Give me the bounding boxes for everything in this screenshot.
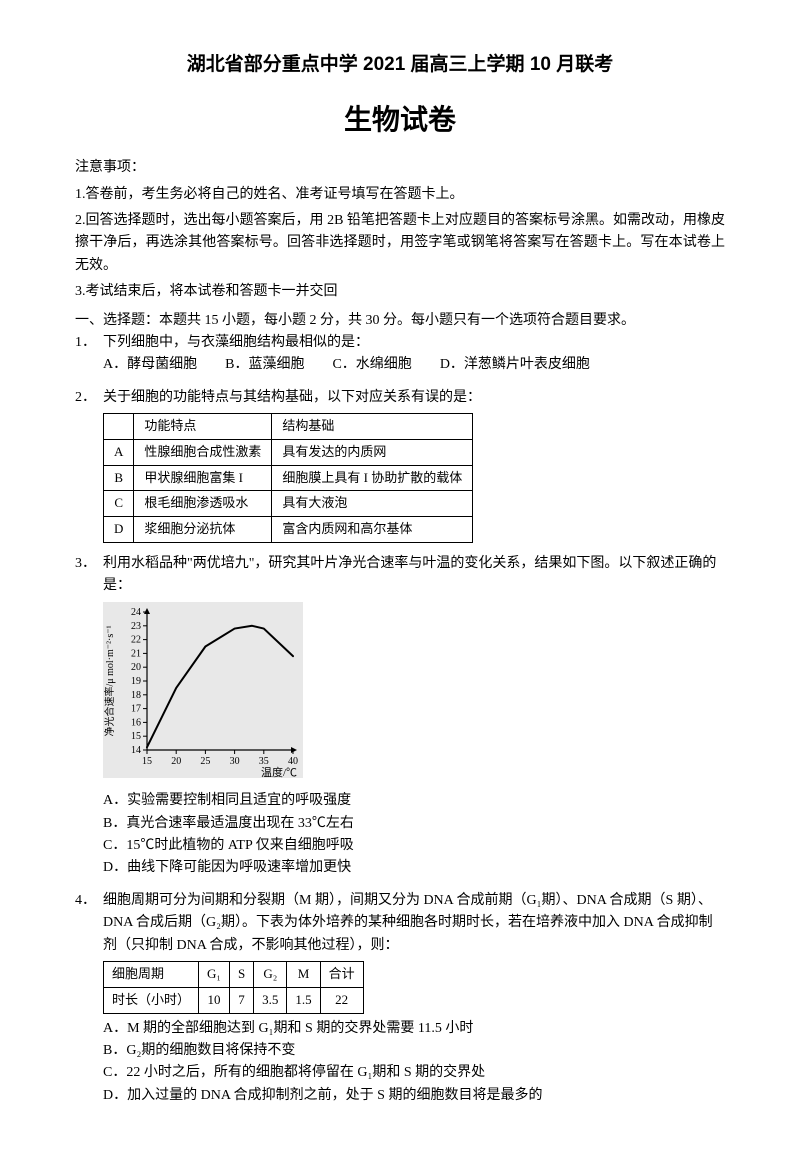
svg-text:15: 15 bbox=[142, 756, 152, 767]
q2-r1-k: B bbox=[104, 465, 134, 491]
table-row: 功能特点 结构基础 bbox=[104, 414, 473, 440]
q2-r3-k: D bbox=[104, 517, 134, 543]
q4-h2: S bbox=[229, 961, 253, 987]
table-row: 时长（小时） 10 7 3.5 1.5 22 bbox=[104, 987, 364, 1013]
svg-text:20: 20 bbox=[171, 756, 181, 767]
q3-opt-d: D．曲线下降可能因为呼吸速率增加更快 bbox=[103, 857, 725, 879]
table-row: C 根毛细胞渗透吸水 具有大液泡 bbox=[104, 491, 473, 517]
svg-text:22: 22 bbox=[131, 634, 141, 645]
q3-num: 3． bbox=[75, 553, 103, 598]
table-row: 细胞周期 G₁ S G₂ M 合计 bbox=[104, 961, 364, 987]
q4-r1: 10 bbox=[199, 987, 230, 1013]
svg-text:20: 20 bbox=[131, 662, 141, 673]
table-row: D 浆细胞分泌抗体 富含内质网和高尔基体 bbox=[104, 517, 473, 543]
svg-text:24: 24 bbox=[131, 607, 141, 618]
q4-num: 4． bbox=[75, 890, 103, 957]
q2-r2-c1: 根毛细胞渗透吸水 bbox=[134, 491, 272, 517]
q3-opt-b: B．真光合速率最适温度出现在 33℃左右 bbox=[103, 813, 725, 835]
table-row: B 甲状腺细胞富集 I 细胞膜上具有 I 协助扩散的载体 bbox=[104, 465, 473, 491]
q2-text: 关于细胞的功能特点与其结构基础，以下对应关系有误的是： bbox=[103, 387, 725, 409]
notice-2: 2.回答选择题时，选出每小题答案后，用 2B 铅笔把答题卡上对应题目的答案标号涂… bbox=[75, 210, 725, 277]
svg-text:温度/℃: 温度/℃ bbox=[261, 765, 297, 778]
q2-r2-k: C bbox=[104, 491, 134, 517]
svg-text:19: 19 bbox=[131, 676, 141, 687]
svg-text:净光合速率/μ mol·m⁻²·s⁻¹: 净光合速率/μ mol·m⁻²·s⁻¹ bbox=[103, 625, 116, 736]
q1-opt-c: C．水绵细胞 bbox=[332, 354, 411, 376]
svg-text:30: 30 bbox=[230, 756, 240, 767]
svg-text:16: 16 bbox=[131, 717, 141, 728]
q3-chart: 1415161718192021222324152025303540温度/℃净光… bbox=[103, 602, 725, 786]
q2-h-col2: 结构基础 bbox=[272, 414, 473, 440]
title-main: 湖北省部分重点中学 2021 届高三上学期 10 月联考 bbox=[75, 50, 725, 80]
q4-opt-c: C．22 小时之后，所有的细胞都将停留在 G₁期和 S 期的交界处 bbox=[103, 1062, 725, 1084]
q3-opt-a: A．实验需要控制相同且适宜的呼吸强度 bbox=[103, 790, 725, 812]
svg-text:23: 23 bbox=[131, 621, 141, 632]
q4-h4: M bbox=[287, 961, 320, 987]
notice-label: 注意事项： bbox=[75, 157, 725, 179]
q4-r4: 1.5 bbox=[287, 987, 320, 1013]
table-row: A 性腺细胞合成性激素 具有发达的内质网 bbox=[104, 439, 473, 465]
svg-text:25: 25 bbox=[200, 756, 210, 767]
: B．G₂期的细胞数目将保持不变 bbox=[103, 1040, 725, 1062]
svg-text:21: 21 bbox=[131, 648, 141, 659]
chart-svg: 1415161718192021222324152025303540温度/℃净光… bbox=[103, 602, 303, 778]
q2-r0-c2: 具有发达的内质网 bbox=[272, 439, 473, 465]
q4-h3: G₂ bbox=[254, 961, 287, 987]
svg-text:18: 18 bbox=[131, 690, 141, 701]
svg-text:35: 35 bbox=[259, 756, 269, 767]
q4-r5: 22 bbox=[320, 987, 363, 1013]
q2-r3-c2: 富含内质网和高尔基体 bbox=[272, 517, 473, 543]
q2-num: 2． bbox=[75, 387, 103, 409]
title-sub: 生物试卷 bbox=[75, 98, 725, 143]
q2-r1-c2: 细胞膜上具有 I 协助扩散的载体 bbox=[272, 465, 473, 491]
q4-h5: 合计 bbox=[320, 961, 363, 987]
notice-1: 1.答卷前，考生务必将自己的姓名、准考证号填写在答题卡上。 bbox=[75, 184, 725, 206]
section-title: 一、选择题：本题共 15 小题，每小题 2 分，共 30 分。每小题只有一个选项… bbox=[75, 310, 725, 332]
svg-text:17: 17 bbox=[131, 703, 141, 714]
q1-opt-a: A．酵母菌细胞 bbox=[103, 354, 197, 376]
q3-opt-c: C．15℃时此植物的 ATP 仅来自细胞呼吸 bbox=[103, 835, 725, 857]
q4-r2: 7 bbox=[229, 987, 253, 1013]
q4-r3: 3.5 bbox=[254, 987, 287, 1013]
q3-text: 利用水稻品种"两优培九"，研究其叶片净光合速率与叶温的变化关系，结果如下图。以下… bbox=[103, 553, 725, 598]
question-3: 3． 利用水稻品种"两优培九"，研究其叶片净光合速率与叶温的变化关系，结果如下图… bbox=[75, 553, 725, 880]
q4-text: 细胞周期可分为间期和分裂期（M 期），间期又分为 DNA 合成前期（G₁期）、D… bbox=[103, 890, 725, 957]
q4-opt-a: A．M 期的全部细胞达到 G₁期和 S 期的交界处需要 11.5 小时 bbox=[103, 1018, 725, 1040]
notice-3: 3.考试结束后，将本试卷和答题卡一并交回 bbox=[75, 281, 725, 303]
q2-r0-c1: 性腺细胞合成性激素 bbox=[134, 439, 272, 465]
q2-table: 功能特点 结构基础 A 性腺细胞合成性激素 具有发达的内质网 B 甲状腺细胞富集… bbox=[103, 413, 473, 543]
q4-opt-d: D．加入过量的 DNA 合成抑制剂之前，处于 S 期的细胞数目将是最多的 bbox=[103, 1085, 725, 1107]
q4-h0: 细胞周期 bbox=[104, 961, 199, 987]
q1-num: 1． bbox=[75, 332, 103, 354]
q2-h-col1: 功能特点 bbox=[134, 414, 272, 440]
q2-r2-c2: 具有大液泡 bbox=[272, 491, 473, 517]
svg-text:40: 40 bbox=[288, 756, 298, 767]
q4-r0: 时长（小时） bbox=[104, 987, 199, 1013]
svg-text:15: 15 bbox=[131, 731, 141, 742]
question-4: 4． 细胞周期可分为间期和分裂期（M 期），间期又分为 DNA 合成前期（G₁期… bbox=[75, 890, 725, 1107]
question-1: 1． 下列细胞中，与衣藻细胞结构最相似的是： A．酵母菌细胞 B．蓝藻细胞 C．… bbox=[75, 332, 725, 377]
q4-table: 细胞周期 G₁ S G₂ M 合计 时长（小时） 10 7 3.5 1.5 22 bbox=[103, 961, 364, 1014]
q2-r0-k: A bbox=[104, 439, 134, 465]
q4-h1: G₁ bbox=[199, 961, 230, 987]
q2-r3-c1: 浆细胞分泌抗体 bbox=[134, 517, 272, 543]
question-2: 2． 关于细胞的功能特点与其结构基础，以下对应关系有误的是： 功能特点 结构基础… bbox=[75, 387, 725, 543]
q1-text: 下列细胞中，与衣藻细胞结构最相似的是： bbox=[103, 332, 725, 354]
q2-r1-c1: 甲状腺细胞富集 I bbox=[134, 465, 272, 491]
q2-h-blank bbox=[104, 414, 134, 440]
q1-opt-d: D．洋葱鳞片叶表皮细胞 bbox=[440, 354, 590, 376]
svg-text:14: 14 bbox=[131, 745, 141, 756]
q1-opt-b: B．蓝藻细胞 bbox=[225, 354, 304, 376]
